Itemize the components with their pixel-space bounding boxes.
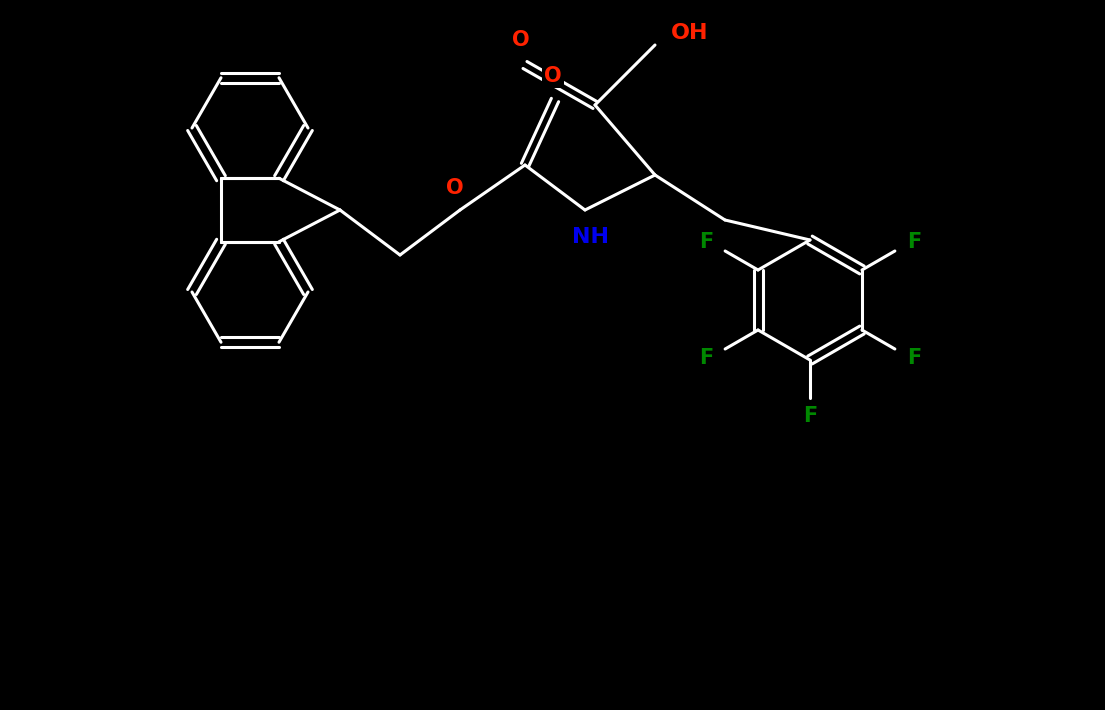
Text: F: F — [699, 232, 713, 252]
Text: F: F — [907, 348, 922, 368]
Text: F: F — [699, 348, 713, 368]
Text: O: O — [544, 66, 561, 86]
Text: O: O — [513, 30, 529, 50]
Text: F: F — [907, 232, 922, 252]
Text: NH: NH — [571, 227, 609, 247]
Text: F: F — [803, 406, 817, 426]
Text: O: O — [446, 178, 464, 198]
Text: OH: OH — [671, 23, 708, 43]
